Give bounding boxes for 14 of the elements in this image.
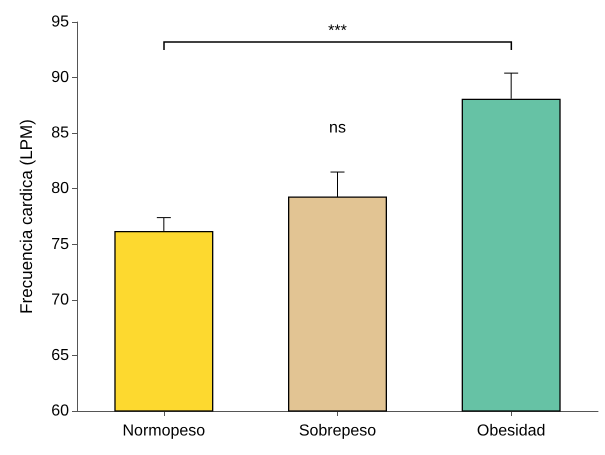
y-axis-title: Frecuencia cardica (LPM) bbox=[17, 119, 36, 314]
annotation: *** bbox=[328, 22, 347, 40]
y-tick-label: 75 bbox=[51, 236, 70, 253]
annotation: ns bbox=[329, 120, 346, 136]
y-tick-label: 80 bbox=[51, 180, 70, 198]
x-tick-label: Sobrepeso bbox=[298, 422, 376, 440]
y-tick-label: 95 bbox=[51, 14, 70, 30]
y-tick-label: 70 bbox=[51, 291, 70, 308]
y-tick-label: 90 bbox=[51, 69, 70, 86]
y-tick-label: 65 bbox=[51, 346, 70, 364]
x-tick-label: Obesidad bbox=[476, 422, 546, 440]
x-tick-label: Normopeso bbox=[122, 422, 206, 440]
y-tick-label: 60 bbox=[51, 402, 70, 420]
y-tick-label: 85 bbox=[51, 124, 70, 142]
